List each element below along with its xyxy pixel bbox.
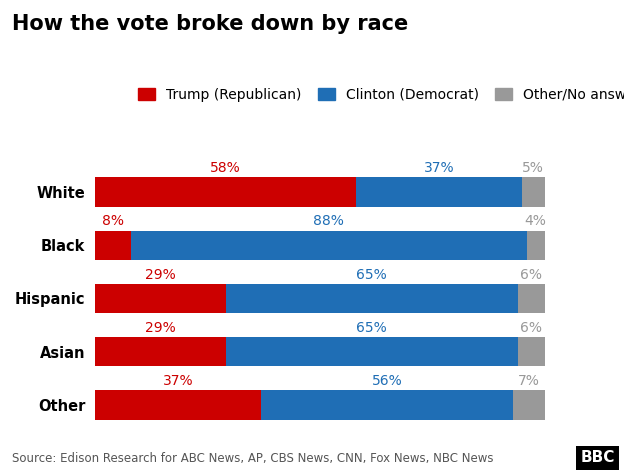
Text: 88%: 88% xyxy=(313,214,344,228)
Text: Source: Edison Research for ABC News, AP, CBS News, CNN, Fox News, NBC News: Source: Edison Research for ABC News, AP… xyxy=(12,452,494,465)
Text: 56%: 56% xyxy=(372,374,402,388)
Bar xyxy=(131,231,527,260)
Bar xyxy=(356,177,522,207)
Text: 37%: 37% xyxy=(163,374,193,388)
Text: BBC: BBC xyxy=(580,450,615,465)
Bar xyxy=(225,337,517,366)
Bar xyxy=(95,390,261,420)
Bar xyxy=(517,337,545,366)
Text: 37%: 37% xyxy=(424,161,454,175)
Text: 29%: 29% xyxy=(145,321,176,335)
Text: 29%: 29% xyxy=(145,268,176,282)
Bar xyxy=(95,284,225,313)
Text: 6%: 6% xyxy=(520,321,542,335)
Text: 6%: 6% xyxy=(520,268,542,282)
Bar xyxy=(527,231,545,260)
Bar xyxy=(513,390,545,420)
Bar xyxy=(95,337,225,366)
Text: 7%: 7% xyxy=(518,374,540,388)
Text: 58%: 58% xyxy=(210,161,241,175)
Bar xyxy=(95,231,131,260)
Text: How the vote broke down by race: How the vote broke down by race xyxy=(12,14,409,34)
Bar xyxy=(522,177,545,207)
Text: 65%: 65% xyxy=(356,321,387,335)
Bar xyxy=(225,284,517,313)
Text: 8%: 8% xyxy=(102,214,124,228)
Text: 4%: 4% xyxy=(525,214,547,228)
Text: 5%: 5% xyxy=(522,161,544,175)
Bar xyxy=(261,390,513,420)
Bar xyxy=(95,177,356,207)
Text: 65%: 65% xyxy=(356,268,387,282)
Legend: Trump (Republican), Clinton (Democrat), Other/No answer: Trump (Republican), Clinton (Democrat), … xyxy=(138,88,624,102)
Bar xyxy=(517,284,545,313)
